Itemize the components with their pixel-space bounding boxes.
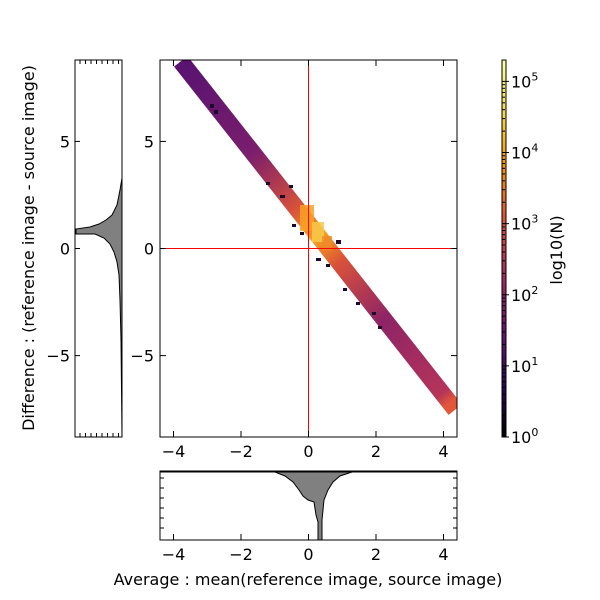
y-axis-label: Difference : (reference image - source i… bbox=[19, 65, 38, 431]
x-marginal-histogram bbox=[160, 471, 457, 541]
bottom-x-tick-label: −2 bbox=[229, 545, 253, 564]
colorbar-label: log10(N) bbox=[547, 215, 566, 284]
left-y-tick-label: 5 bbox=[60, 132, 70, 151]
y-marginal-panel: −5 0 5 bbox=[46, 59, 123, 438]
colorbar-tick-label: 102 bbox=[511, 284, 538, 305]
colorbar-tick-label: 101 bbox=[511, 355, 538, 376]
bottom-x-tick-label: 4 bbox=[438, 545, 448, 564]
main-x-tick-label: −2 bbox=[229, 442, 253, 461]
left-y-tick-label: 0 bbox=[60, 240, 70, 259]
band-edge-cells bbox=[210, 104, 382, 329]
main-y-tick-label: −5 bbox=[130, 347, 154, 366]
main-y-tick-label: 0 bbox=[144, 240, 154, 259]
bottom-ticks: −4 −2 0 2 4 bbox=[160, 477, 457, 564]
colorbar-gradient bbox=[501, 59, 507, 438]
main-x-tick-label: −4 bbox=[162, 442, 186, 461]
main-histogram-panel: −4 −2 0 2 4 −5 0 5 bbox=[130, 59, 458, 461]
x-marginal-panel: −4 −2 0 2 4 bbox=[159, 470, 458, 564]
bottom-x-tick-label: 0 bbox=[303, 545, 313, 564]
x-axis-label: Average : mean(reference image, source i… bbox=[114, 570, 503, 589]
left-ticks: −5 0 5 bbox=[46, 60, 119, 437]
colorbar-tick-label: 103 bbox=[511, 213, 538, 234]
colorbar-ticks: 100 101 102 103 104 105 bbox=[502, 59, 538, 447]
main-y-tick-label: 5 bbox=[144, 132, 154, 151]
bottom-x-tick-label: 2 bbox=[371, 545, 381, 564]
bottom-x-tick-label: −4 bbox=[162, 545, 186, 564]
colorbar-tick-label: 105 bbox=[511, 70, 538, 91]
colorbar: 100 101 102 103 104 105 log10(N) bbox=[501, 59, 566, 447]
colorbar-tick-label: 104 bbox=[511, 142, 538, 163]
y-marginal-histogram bbox=[75, 60, 123, 438]
main-ticks: −4 −2 0 2 4 −5 0 5 bbox=[130, 60, 457, 461]
main-x-tick-label: 4 bbox=[438, 442, 448, 461]
colorbar-tick-label: 100 bbox=[511, 426, 538, 447]
main-x-tick-label: 2 bbox=[371, 442, 381, 461]
left-y-tick-label: −5 bbox=[46, 347, 70, 366]
band-core-cells bbox=[300, 205, 332, 250]
main-x-tick-label: 0 bbox=[303, 442, 313, 461]
